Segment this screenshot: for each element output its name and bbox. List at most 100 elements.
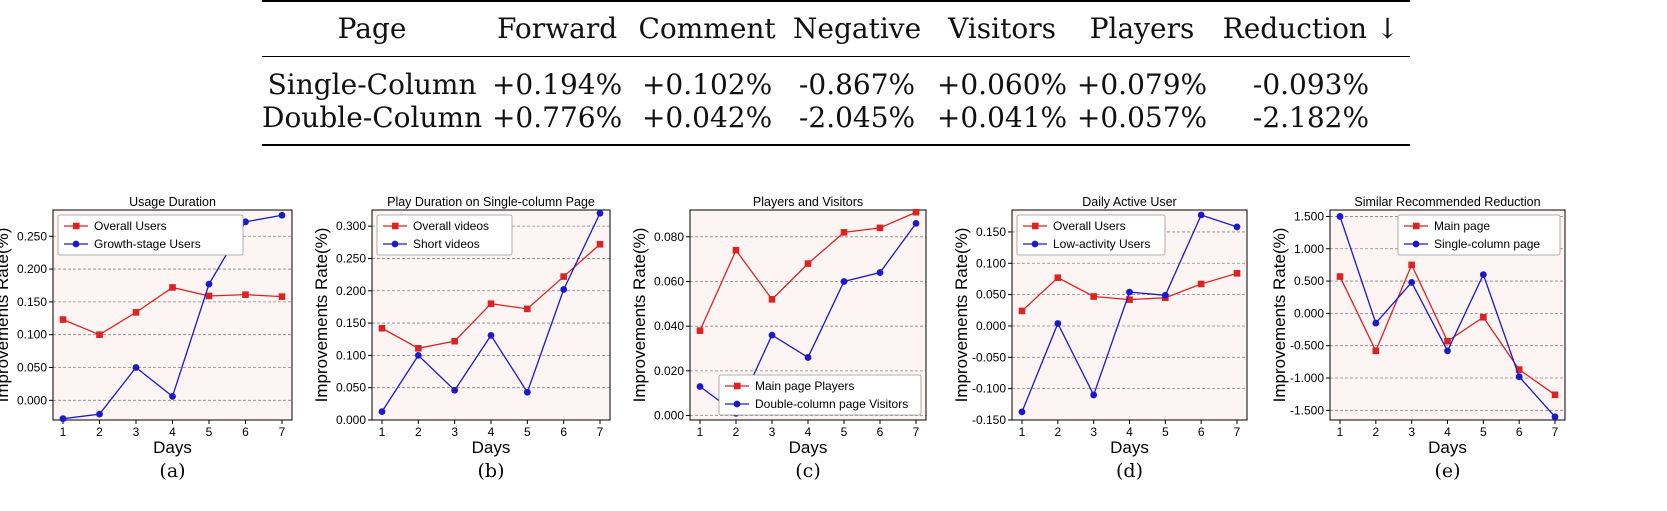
legend: Overall videos Short videos	[376, 214, 513, 256]
data-point	[1090, 391, 1098, 399]
data-point	[1336, 273, 1344, 280]
data-point	[560, 286, 568, 293]
x-tick-label: 3	[1408, 425, 1415, 439]
x-tick-label: 5	[524, 425, 531, 439]
data-point	[912, 208, 920, 216]
y-tick-label: 0.150	[336, 316, 366, 330]
x-tick-label: 2	[733, 425, 740, 439]
x-tick-label: 7	[1234, 425, 1241, 439]
x-tick-label: 4	[1126, 425, 1133, 439]
data-point	[1444, 337, 1451, 345]
table-cell: -2.182%	[1252, 100, 1370, 134]
x-tick-label: 4	[805, 425, 812, 439]
legend-box	[1397, 214, 1561, 256]
data-point	[278, 211, 286, 219]
data-point	[1515, 366, 1523, 373]
y-tick-label: 0.060	[654, 274, 684, 288]
table-header-0: Page	[337, 12, 407, 46]
x-axis-label: Days	[789, 438, 828, 457]
panel-label: (a)	[159, 460, 185, 482]
data-point	[840, 278, 848, 285]
legend-marker	[1412, 240, 1420, 248]
y-tick-label: 0.200	[17, 262, 47, 276]
plot-frame	[1011, 209, 1248, 421]
chart-title: Similar Recommended Reduction	[1354, 195, 1540, 209]
legend-label: Double-column page Visitors	[755, 397, 908, 411]
data-point	[1090, 293, 1097, 300]
x-tick-label: 5	[1162, 425, 1169, 439]
legend-label: Growth-stage Users	[94, 237, 201, 251]
legend-box	[57, 214, 244, 256]
table-row: Double-Column +0.776% +0.042% -2.045% +0.041…	[262, 101, 1410, 145]
y-tick-label: -1.500	[1290, 403, 1324, 417]
chart-panel-3: 0.000 0.020 0.040 0.060 0.080 1 2 3 4 5 6 7 Players …	[630, 195, 927, 482]
legend-box	[1016, 214, 1166, 256]
data-point	[1372, 347, 1380, 355]
x-tick-label: 5	[206, 425, 213, 439]
legend: Overall Users Low-activity Users	[1016, 214, 1166, 256]
table-header-4: Visitors	[948, 12, 1056, 46]
plot-frame	[689, 209, 927, 421]
x-tick-label: 6	[1516, 425, 1523, 439]
x-tick-label: 2	[96, 425, 103, 439]
y-tick-label: 0.000	[654, 409, 684, 423]
legend-box	[718, 374, 922, 416]
data-point	[912, 220, 920, 227]
data-point	[1054, 320, 1062, 327]
x-axis-label: Days	[1110, 438, 1149, 457]
legend-marker	[733, 400, 741, 408]
x-tick-label: 7	[913, 425, 920, 439]
data-point	[205, 280, 213, 288]
legend-label: Single-column page	[1434, 237, 1540, 251]
table-row-label: Single-Column	[267, 67, 477, 101]
x-tick-label: 4	[1444, 425, 1451, 439]
y-tick-label: 0.020	[654, 364, 684, 378]
results-table: Page Forward Comment Negative Visitors Player…	[262, 0, 1410, 146]
y-tick-label: 0.040	[654, 319, 684, 333]
legend-marker	[391, 240, 399, 248]
data-point	[278, 293, 286, 300]
data-point	[169, 392, 176, 400]
table-cell: +0.102%	[641, 67, 773, 101]
legend: Main page Players Double-column page Visi…	[718, 374, 922, 416]
data-point	[732, 246, 740, 254]
y-tick-label: 0.000	[976, 319, 1006, 333]
y-tick-label: 0.100	[976, 256, 1006, 270]
chart-title: Daily Active User	[1082, 195, 1176, 209]
table-row: Single-Column +0.194% +0.102% -0.867% +0.060…	[262, 56, 1410, 101]
table-header-3: Negative	[792, 12, 922, 46]
chart-title: Players and Visitors	[753, 195, 863, 209]
data-point	[59, 415, 67, 423]
data-point	[1551, 413, 1559, 421]
table-cell: +0.042%	[641, 100, 773, 134]
y-tick-label: 0.250	[17, 229, 47, 243]
data-point	[1233, 223, 1241, 231]
data-point	[804, 354, 812, 361]
y-axis-label: Improvements Rate(%)	[312, 228, 331, 403]
y-tick-label: 0.300	[336, 219, 366, 233]
y-tick-label: -0.050	[972, 350, 1006, 364]
data-point	[205, 292, 213, 300]
x-tick-label: 1	[1337, 425, 1344, 439]
data-point	[768, 296, 776, 303]
y-tick-label: 0.000	[336, 413, 366, 427]
plot-frame	[52, 209, 293, 421]
chart-panel-2: 0.000 0.050 0.100 0.150 0.200 0.250 0.300 1 2 3 4 5…	[312, 195, 611, 482]
data-point	[1197, 280, 1205, 288]
y-axis-label: Improvements Rate(%)	[0, 228, 12, 403]
y-tick-label: 1.500	[1294, 209, 1324, 223]
x-axis-label: Days	[153, 438, 192, 457]
x-tick-label: 2	[1372, 425, 1379, 439]
data-point	[1018, 307, 1026, 315]
data-point	[415, 344, 422, 352]
data-point	[1479, 271, 1487, 279]
y-tick-label: 0.050	[976, 288, 1006, 302]
data-point	[523, 388, 531, 396]
x-axis-label: Days	[472, 438, 511, 457]
data-point	[1408, 278, 1416, 286]
results-table-container: Page Forward Comment Negative Visitors Player…	[262, 0, 1410, 146]
y-tick-label: -0.150	[972, 413, 1006, 427]
data-point	[596, 209, 604, 217]
y-tick-label: -1.000	[1290, 371, 1324, 385]
legend-marker	[72, 240, 80, 248]
